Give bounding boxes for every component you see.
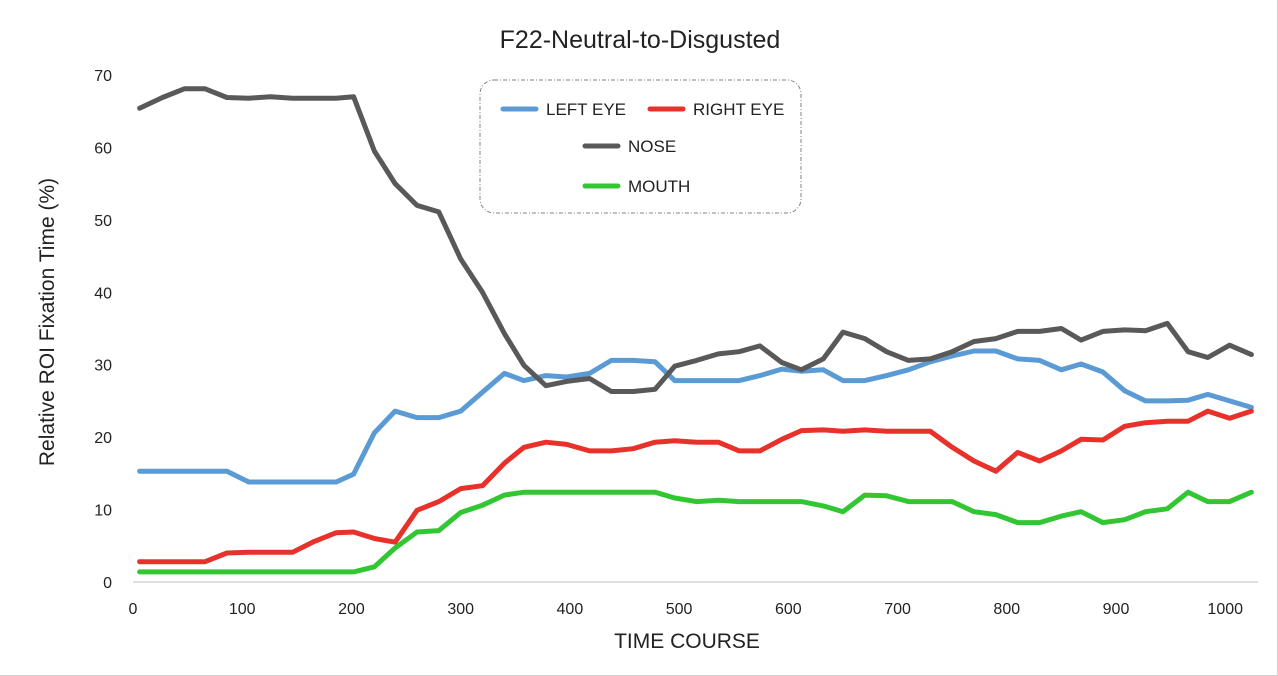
y-tick-label: 70 xyxy=(94,68,112,85)
y-tick-label: 60 xyxy=(94,140,112,157)
y-tick-label: 30 xyxy=(94,358,112,375)
legend-label-left-eye: LEFT EYE xyxy=(546,100,626,119)
x-tick-label: 0 xyxy=(129,601,138,618)
y-axis-label: Relative ROI Fixation Time (%) xyxy=(36,178,59,466)
series-line-nose xyxy=(137,86,1254,394)
legend-label-nose: NOSE xyxy=(628,137,676,156)
y-axis: 0 10 20 30 40 50 60 70 xyxy=(94,68,112,592)
legend-label-mouth: MOUTH xyxy=(628,177,690,196)
series-group xyxy=(137,86,1254,575)
x-tick-label: 800 xyxy=(993,601,1020,618)
x-axis-label: TIME COURSE xyxy=(614,630,760,653)
x-tick-label: 600 xyxy=(775,601,802,618)
x-tick-label: 500 xyxy=(666,601,693,618)
y-tick-label: 0 xyxy=(103,575,112,592)
y-tick-label: 10 xyxy=(94,503,112,520)
x-tick-label: 200 xyxy=(338,601,365,618)
x-tick-label: 700 xyxy=(884,601,911,618)
series-line-left-eye xyxy=(137,348,1254,485)
legend-box xyxy=(479,79,802,214)
y-tick-label: 20 xyxy=(94,430,112,447)
series-line-right-eye xyxy=(137,408,1254,565)
x-tick-label: 1000 xyxy=(1207,601,1243,618)
y-tick-label: 50 xyxy=(94,213,112,230)
legend: LEFT EYE RIGHT EYE NOSE MOUTH xyxy=(479,79,802,214)
x-tick-label: 400 xyxy=(557,601,584,618)
chart-title: F22-Neutral-to-Disgusted xyxy=(500,26,781,54)
legend-label-right-eye: RIGHT EYE xyxy=(693,100,784,119)
x-tick-label: 300 xyxy=(447,601,474,618)
x-tick-label: 100 xyxy=(229,601,256,618)
x-tick-label: 900 xyxy=(1103,601,1130,618)
series-line-mouth xyxy=(137,489,1254,575)
x-axis: 0 100 200 300 400 500 600 700 800 900 1000 xyxy=(129,601,1244,618)
y-tick-label: 40 xyxy=(94,285,112,302)
